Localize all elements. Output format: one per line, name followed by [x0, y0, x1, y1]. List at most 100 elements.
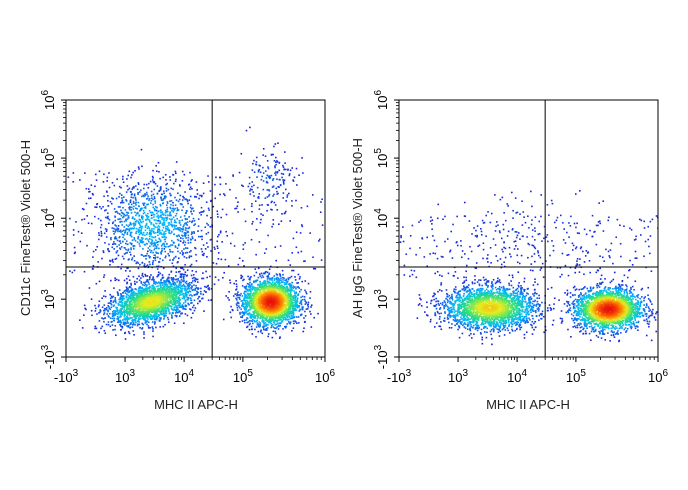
event-point [152, 276, 154, 278]
event-point [284, 293, 286, 296]
event-point [125, 191, 128, 193]
event-point [180, 306, 182, 309]
event-point [200, 206, 203, 209]
event-point [209, 216, 212, 219]
event-point [172, 280, 174, 283]
event-point [196, 189, 198, 191]
event-point [132, 311, 135, 314]
event-point [146, 217, 149, 219]
event-point [101, 317, 103, 319]
event-point [156, 290, 158, 292]
event-point [174, 283, 177, 286]
event-point [130, 196, 133, 199]
event-point [154, 209, 156, 212]
event-point [182, 237, 184, 240]
event-point [186, 227, 188, 230]
event-point [147, 327, 150, 329]
event-point [182, 280, 185, 283]
event-point [259, 322, 262, 324]
event-point [119, 320, 122, 323]
event-point [195, 181, 198, 183]
event-point [268, 284, 271, 286]
event-point [132, 309, 135, 312]
event-point [151, 229, 153, 232]
event-point [296, 303, 298, 306]
event-point [182, 242, 184, 244]
event-point [320, 259, 323, 261]
event-point [162, 233, 165, 236]
event-point [139, 219, 141, 221]
event-point [295, 316, 298, 318]
event-point [124, 231, 126, 234]
event-point [160, 307, 163, 310]
event-point [152, 328, 154, 330]
event-point [148, 261, 151, 263]
event-point [251, 315, 254, 318]
event-point [122, 240, 124, 243]
event-point [133, 205, 135, 208]
event-point [139, 313, 142, 316]
event-point [146, 215, 148, 218]
event-point [245, 312, 247, 314]
event-point [284, 313, 286, 316]
event-point [146, 264, 149, 266]
event-point [288, 283, 290, 285]
event-point [287, 299, 290, 302]
event-point [171, 224, 174, 227]
event-point [253, 293, 256, 296]
event-point [251, 288, 254, 291]
event-point [189, 265, 192, 267]
event-point [127, 288, 129, 291]
event-point [149, 286, 152, 288]
event-point [174, 227, 177, 230]
event-point [166, 201, 169, 203]
event-point [148, 278, 151, 281]
event-point [263, 320, 265, 323]
event-point [294, 297, 297, 299]
event-point [74, 251, 77, 254]
event-point [169, 248, 171, 251]
event-point [283, 307, 286, 310]
event-point [154, 310, 156, 312]
event-point [126, 300, 129, 303]
event-point [189, 290, 192, 293]
event-point [141, 313, 143, 315]
event-point [289, 169, 292, 172]
event-point [140, 227, 143, 230]
event-point [142, 237, 144, 240]
event-point [137, 182, 140, 184]
event-point [172, 301, 174, 304]
event-point [160, 216, 163, 218]
event-point [272, 153, 274, 156]
event-point [158, 317, 161, 319]
event-point [114, 258, 117, 260]
event-point [152, 261, 154, 264]
event-point [124, 309, 127, 312]
event-point [248, 304, 251, 307]
event-point [147, 287, 150, 290]
event-point [294, 298, 297, 300]
event-point [268, 193, 271, 196]
event-point [175, 310, 178, 313]
event-point [127, 324, 130, 327]
event-point [198, 197, 200, 200]
event-point [252, 297, 255, 300]
event-point [177, 271, 180, 273]
event-point [113, 208, 116, 210]
event-point [228, 290, 230, 293]
event-point [138, 315, 141, 318]
event-point [148, 227, 151, 230]
event-point [256, 291, 258, 294]
event-point [118, 235, 121, 238]
event-point [270, 208, 272, 211]
event-point [175, 293, 178, 296]
event-point [129, 242, 132, 244]
event-point [301, 306, 303, 309]
event-point [250, 315, 252, 318]
event-point [162, 214, 165, 216]
event-point [110, 302, 112, 305]
event-point [267, 277, 269, 279]
event-point [184, 271, 187, 273]
event-point [142, 317, 144, 319]
event-point [138, 215, 140, 217]
